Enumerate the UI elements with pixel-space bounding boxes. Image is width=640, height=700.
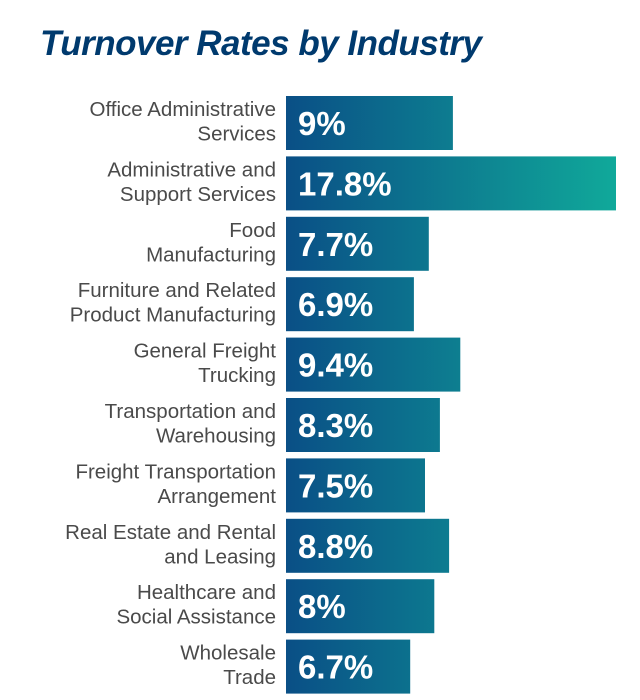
bar-value-label: 6.9% [298, 286, 373, 323]
bar-value-label: 7.5% [298, 467, 373, 504]
category-label: Healthcare and Social Assistance [116, 581, 276, 629]
bar-value-label: 7.7% [298, 226, 373, 263]
category-label-line: Administrative and [107, 158, 276, 181]
bar [286, 156, 616, 211]
category-label-line: Wholesale [180, 642, 276, 665]
bar-value-label: 8% [298, 588, 346, 625]
category-label-line: Trucking [198, 364, 276, 387]
category-label-line: Food [229, 219, 276, 242]
category-label: General Freight Trucking [134, 340, 277, 388]
bar [286, 579, 435, 634]
category-label: Administrative and Support Services [107, 158, 276, 206]
category-label: Furniture and Related Product Manufacturi… [70, 279, 276, 327]
chart-title: Turnover Rates by Industry [40, 24, 482, 63]
category-label-line: and Leasing [164, 545, 276, 568]
bar [286, 96, 453, 150]
category-label-line: Manufacturing [146, 243, 276, 266]
category-label-line: Warehousing [156, 425, 276, 448]
category-label: Wholesale Trade [180, 642, 276, 690]
category-label-line: Freight Transportation [75, 460, 276, 483]
bar [286, 458, 425, 513]
bar-value-label: 17.8% [298, 165, 392, 202]
bar [286, 398, 440, 452]
category-label: Office Administrative Services [90, 98, 276, 146]
category-label-line: Furniture and Related [78, 279, 276, 302]
bar-value-label: 9% [298, 105, 346, 142]
bar [286, 337, 461, 392]
bar-value-label: 6.7% [298, 649, 373, 686]
category-label-line: Support Services [120, 183, 276, 206]
category-label-line: Product Manufacturing [70, 304, 276, 327]
bar-value-label: 9.4% [298, 347, 373, 384]
category-label-line: Services [197, 123, 276, 146]
bar-value-label: 8.3% [298, 407, 373, 444]
bar [286, 277, 414, 332]
category-label: Real Estate and Rental and Leasing [65, 521, 276, 569]
category-label-line: Real Estate and Rental [65, 521, 276, 544]
category-label: Freight Transportation Arrangement [75, 460, 276, 508]
category-label-line: Trade [223, 666, 276, 689]
bar [286, 216, 429, 271]
category-label: Transportation and Warehousing [105, 400, 276, 448]
category-label-line: Social Assistance [116, 606, 276, 629]
bar-value-label: 8.8% [298, 528, 373, 565]
category-label-line: General Freight [134, 340, 277, 363]
bar [286, 518, 450, 573]
category-label-line: Arrangement [157, 485, 276, 508]
bar [286, 639, 411, 694]
category-label: Food Manufacturing [146, 219, 276, 266]
category-label-line: Healthcare and [137, 581, 276, 604]
category-label-line: Transportation and [105, 400, 276, 423]
category-label-line: Office Administrative [90, 98, 276, 121]
